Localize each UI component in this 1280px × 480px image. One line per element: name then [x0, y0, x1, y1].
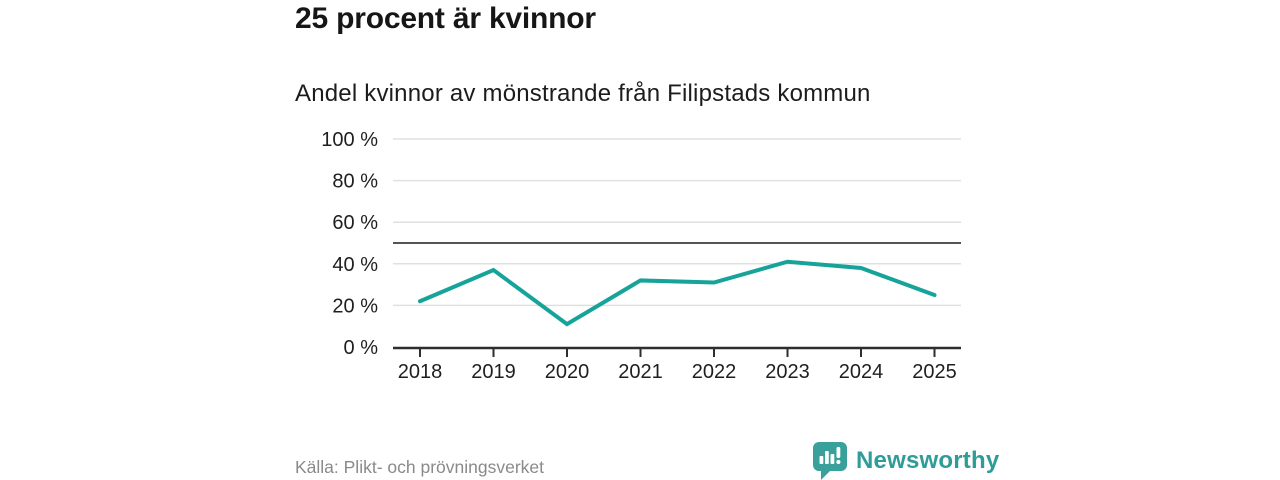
line-chart: 0 % 20 % 40 % 60 % 80 % 100 % 2018 2019 2020 2021… [321, 129, 961, 383]
newsworthy-logo[interactable]: Newsworthy [813, 442, 999, 480]
y-tick-label: 20 % [332, 295, 378, 317]
chart-title: 25 procent är kvinnor [295, 2, 596, 35]
x-tick-label: 2020 [545, 361, 590, 383]
y-tick-label: 0 % [344, 337, 379, 359]
x-tick-label: 2024 [839, 361, 884, 383]
y-tick-label: 40 % [332, 254, 378, 276]
x-tick-label: 2025 [912, 361, 957, 383]
newsworthy-wordmark: Newsworthy [856, 447, 1000, 474]
x-tick-label: 2023 [765, 361, 810, 383]
data-line [418, 259, 937, 327]
y-tick-label: 80 % [332, 171, 378, 193]
x-tick-label: 2022 [692, 361, 737, 383]
y-tick-label: 100 % [321, 129, 378, 151]
newsworthy-logo-icon [813, 442, 847, 480]
chart-subtitle: Andel kvinnor av mönstrande från Filipst… [295, 80, 871, 107]
x-tick-label: 2018 [398, 361, 443, 383]
y-tick-label: 60 % [332, 212, 378, 234]
x-tick-label: 2021 [618, 361, 663, 383]
source-note: Källa: Plikt- och prövningsverket [295, 457, 544, 477]
x-tick-label: 2019 [471, 361, 516, 383]
